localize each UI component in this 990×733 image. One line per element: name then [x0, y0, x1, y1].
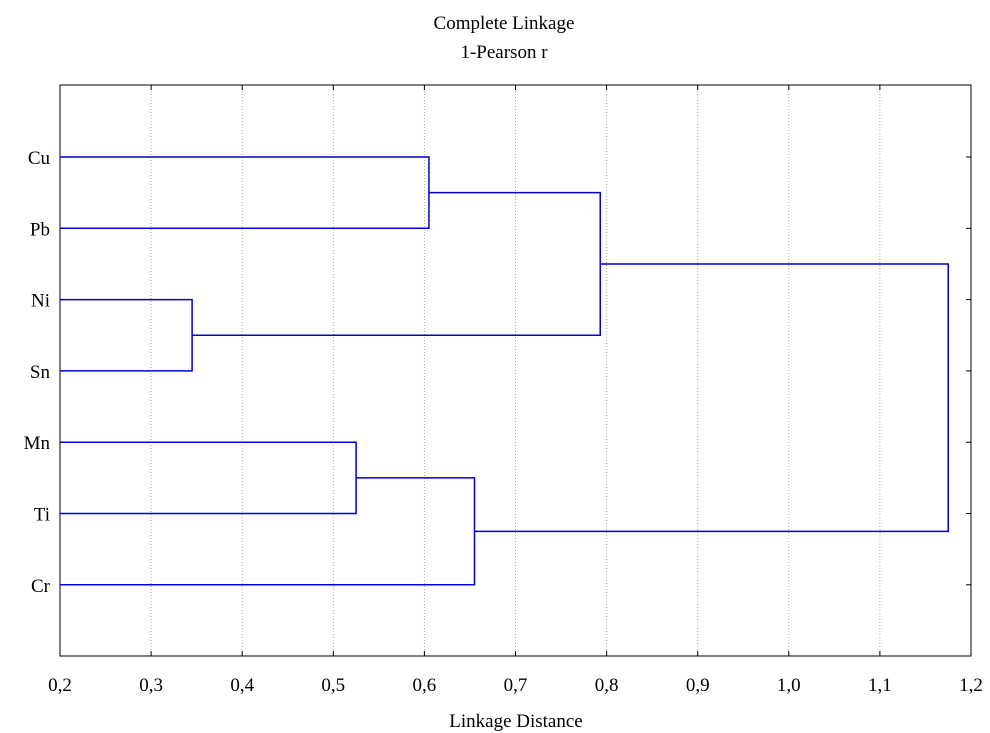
leaf-label: Pb [30, 219, 50, 240]
axis-ticks: 0,2 0,3 0,4 0,5 0,6 0,7 0,8 0,9 1,0 1,1 1,2 [48, 85, 983, 696]
leaf-label: Sn [30, 362, 51, 383]
dendrogram-link [60, 156, 430, 230]
leaf-labels: Cu Pb Ni Sn Mn Ti Cr [24, 148, 51, 597]
x-tick-label: 0,5 [321, 675, 345, 696]
x-tick-label: 0,8 [595, 675, 619, 696]
dendrogram-link [192, 191, 601, 336]
x-tick-label: 0,4 [230, 675, 254, 696]
dendrogram-link [60, 477, 476, 586]
dendrogram-link [60, 441, 357, 515]
dendrogram-link [60, 298, 193, 372]
x-tick-label: 0,3 [139, 675, 163, 696]
leaf-label: Cu [28, 148, 51, 169]
leaf-label: Ni [31, 291, 50, 312]
x-tick-label: 1,1 [868, 675, 892, 696]
leaf-label: Mn [24, 433, 51, 454]
grid-lines [150, 85, 881, 656]
x-tick-label: 0,7 [504, 675, 528, 696]
x-tick-label: 0,2 [48, 675, 72, 696]
x-tick-label: 0,6 [413, 675, 437, 696]
leaf-label: Ti [34, 505, 50, 526]
leaf-label: Cr [31, 576, 51, 597]
chart-title: Complete Linkage [434, 13, 575, 34]
x-tick-label: 1,2 [959, 675, 983, 696]
x-tick-label: 1,0 [777, 675, 801, 696]
x-tick-label: 0,9 [686, 675, 710, 696]
dendrogram-link [474, 263, 949, 533]
chart-subtitle: 1-Pearson r [460, 42, 548, 63]
dendrogram-links [60, 156, 949, 586]
x-axis-label: Linkage Distance [449, 711, 582, 732]
